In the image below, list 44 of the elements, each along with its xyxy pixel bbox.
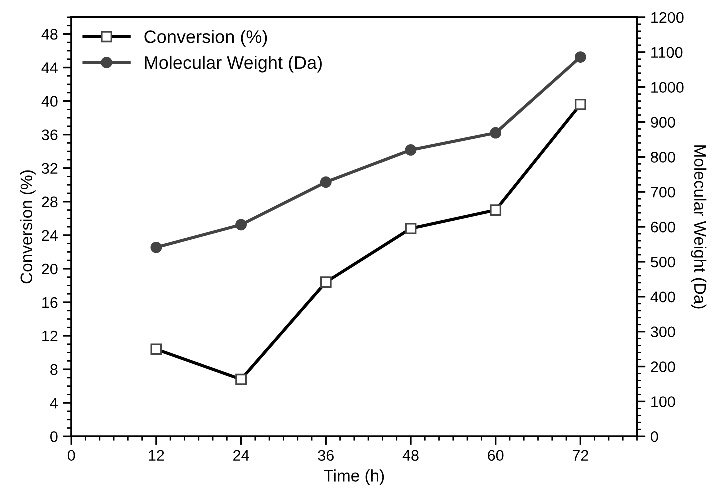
y2-tick-label: 500 — [651, 256, 676, 268]
y-tick-label: 48 — [42, 29, 58, 40]
y2-tick-label: 0 — [651, 431, 658, 442]
y2-tick-label: 100 — [652, 396, 676, 408]
y-tick-label: 44 — [42, 62, 58, 74]
x-tick-label: 60 — [488, 450, 504, 462]
y2-tick-label: 1000 — [652, 82, 684, 94]
y-tick-label: 32 — [42, 163, 58, 174]
y2-tick-label: 600 — [651, 222, 676, 233]
legend-label: Conversion (%) — [144, 30, 268, 47]
y-tick-label: 0 — [50, 431, 58, 442]
y-tick-label: 8 — [50, 364, 58, 376]
point — [320, 176, 332, 188]
y-tick-label: 20 — [42, 264, 58, 275]
y-tick-label: 4 — [50, 398, 58, 409]
x-tick-label: 48 — [402, 450, 419, 462]
y2-tick-label: 1100 — [652, 47, 683, 58]
y2-tick-label: 800 — [651, 152, 676, 163]
x-axis-title: Time (h) — [324, 470, 384, 486]
y2-tick-label: 200 — [651, 362, 676, 372]
y-tick-label: 36 — [42, 130, 58, 141]
y-tick-label: 12 — [42, 330, 58, 342]
x-tick-label: 24 — [234, 450, 250, 461]
y-tick-label: 16 — [42, 297, 58, 308]
y-tick-label: 40 — [42, 96, 58, 107]
y2-tick-label: 400 — [650, 292, 676, 303]
point — [150, 242, 162, 254]
y2-axis-title: Molecular Weight (Da) — [691, 146, 707, 309]
point — [574, 52, 586, 63]
x-tick-label: 36 — [318, 450, 334, 462]
x-tick-label: 0 — [68, 450, 76, 462]
y2-tick-label: 300 — [651, 326, 676, 338]
y-tick-label: 24 — [42, 230, 58, 241]
point — [236, 219, 247, 231]
y2-tick-label: 900 — [651, 117, 676, 128]
point — [490, 127, 502, 139]
x-tick-label: 72 — [572, 450, 588, 461]
legend-label: Molecular Weight (Da) — [145, 56, 322, 73]
y-tick-label: 28 — [42, 196, 58, 208]
x-tick-label: 12 — [149, 450, 164, 461]
y2-tick-label: 700 — [651, 186, 676, 198]
y-axis-title: Conversion (%) — [20, 170, 36, 284]
y2-tick-label: 1200 — [652, 12, 684, 24]
point — [405, 144, 417, 156]
